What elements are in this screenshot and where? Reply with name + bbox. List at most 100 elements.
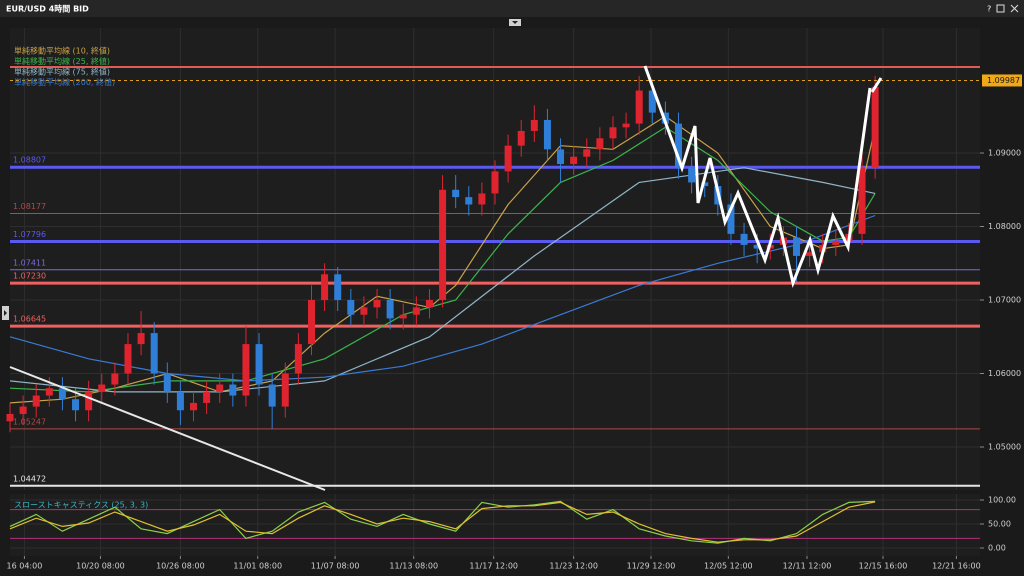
candle-body: [648, 90, 656, 113]
y-tick-label: 1.06000: [988, 369, 1021, 378]
candle-body: [229, 384, 237, 396]
candle-body: [517, 130, 525, 146]
candle-body: [176, 391, 184, 411]
zigzag-line: [643, 65, 872, 289]
candle-body: [163, 373, 171, 392]
candle-body: [425, 300, 433, 308]
candle-body: [32, 395, 40, 407]
x-tick-label: 11/17 12:00: [469, 562, 518, 571]
labels-layer: 1.05000 1.06000 1.07000 1.08000 1.09000 1.088…: [7, 46, 1022, 571]
candle-body: [609, 127, 617, 139]
candle-body: [753, 244, 761, 249]
y-tick-label: 0.00: [988, 543, 1006, 552]
candle-body: [792, 237, 800, 256]
candle-body: [635, 90, 643, 124]
candle-body: [452, 189, 460, 198]
candle-body: [58, 388, 66, 400]
y-tick-label: 100.00: [988, 495, 1016, 504]
candle-body: [150, 333, 158, 374]
candle-body: [596, 138, 604, 150]
candle-body: [858, 167, 866, 234]
y-tick-label: 1.08000: [988, 222, 1021, 231]
candle-body: [334, 274, 342, 301]
x-tick-label: 11/13 08:00: [389, 562, 438, 571]
last-price-label: 1.09987: [987, 76, 1020, 85]
y-tick-label: 1.09000: [988, 149, 1021, 158]
collapse-arrow: [512, 21, 518, 24]
candle-body: [321, 274, 329, 301]
level-label: 1.06645: [13, 315, 46, 324]
candle-body: [675, 123, 683, 168]
x-tick-label: 11/29 12:00: [627, 562, 676, 571]
drawings: [9, 65, 883, 491]
close-button[interactable]: [1010, 4, 1019, 13]
marks-layer: [6, 66, 980, 544]
candle-body: [347, 300, 355, 315]
candle-body: [281, 373, 289, 407]
indicator-title: スローストキャスティクス (25, 3, 3): [14, 501, 148, 510]
level-label: 1.05247: [13, 417, 46, 426]
candle-body: [268, 384, 276, 407]
level-label: 1.04472: [13, 474, 46, 483]
y-tick-label: 50.00: [988, 519, 1011, 528]
candle-body: [412, 307, 420, 315]
title-bar: [0, 0, 1024, 17]
candle-body: [203, 391, 211, 403]
stoch-plot-bg: [10, 494, 980, 556]
candle-body: [701, 182, 709, 187]
candle-body: [255, 344, 263, 385]
level-label: 1.07796: [13, 230, 46, 239]
candle-body: [688, 167, 696, 183]
candle-body: [727, 204, 735, 234]
last-price-badge: [982, 74, 1022, 87]
candle-body: [190, 402, 198, 411]
candle-body: [111, 373, 119, 385]
candle-body: [806, 252, 814, 256]
legend-entry: 単純移動平均線 (10, 終値): [14, 46, 110, 56]
candle-body: [543, 119, 551, 150]
level-label: 1.07230: [13, 272, 46, 281]
x-tick-label: 16 04:00: [7, 562, 43, 571]
level-label: 1.08177: [13, 202, 46, 211]
legend-entry: 単純移動平均線 (75, 終値): [14, 67, 110, 77]
price-plot-bg: [10, 28, 980, 490]
y-tick-label: 1.05000: [988, 443, 1021, 452]
candle-body: [85, 391, 93, 411]
window-title: EUR/USD 4時間 BID: [6, 4, 89, 14]
candle-body: [294, 344, 302, 374]
zigzag-line: [870, 77, 883, 93]
candle-body: [478, 193, 486, 205]
candle-body: [307, 300, 315, 345]
candle-body: [6, 413, 14, 422]
candle-body: [45, 388, 53, 396]
side-arrow: [4, 310, 7, 316]
candle-body: [242, 344, 250, 396]
x-tick-label: 12/11 12:00: [783, 562, 832, 571]
maximize-button[interactable]: [996, 4, 1005, 13]
candle-body: [871, 86, 879, 168]
candle-body: [740, 233, 748, 245]
y-tick-label: 1.07000: [988, 296, 1021, 305]
candle-body: [832, 241, 840, 245]
candle-body: [19, 406, 27, 414]
candle-body: [386, 300, 394, 319]
level-label: 1.08807: [13, 156, 46, 165]
level-label: 1.07411: [13, 258, 46, 267]
x-tick-label: 10/26 08:00: [156, 562, 205, 571]
x-tick-label: 11/07 08:00: [311, 562, 360, 571]
candle-body: [465, 197, 473, 205]
x-tick-label: 11/23 12:00: [549, 562, 598, 571]
help-button[interactable]: ?: [987, 5, 991, 14]
candle-body: [557, 149, 565, 165]
candle-body: [137, 333, 145, 345]
candle-body: [98, 384, 106, 392]
candle-body: [72, 399, 80, 411]
candle-body: [124, 344, 132, 374]
candle-body: [622, 123, 630, 128]
candle-body: [583, 149, 591, 157]
x-tick-label: 10/20 08:00: [76, 562, 125, 571]
candle-body: [216, 384, 224, 392]
candle-body: [373, 300, 381, 308]
candle-body: [360, 307, 368, 315]
